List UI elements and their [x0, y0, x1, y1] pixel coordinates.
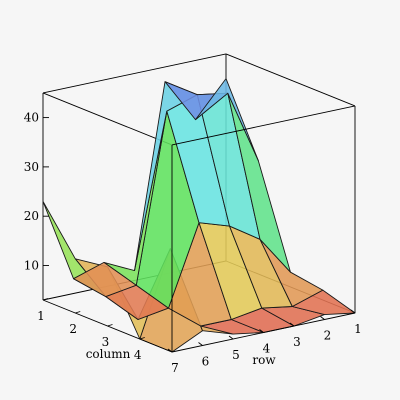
row-tick-mark	[289, 322, 295, 327]
column-axis-title: column	[86, 347, 131, 361]
row-tick-mark	[320, 316, 325, 320]
column-tick-label: 1	[37, 309, 45, 323]
z-tick-label: 40	[24, 111, 39, 125]
row-tick-label: 5	[232, 348, 240, 362]
column-tick-mark	[107, 324, 113, 327]
box-edge	[42, 53, 227, 94]
axis-ticks: 10 20 30 40 1 2 3 4 1 2 3 4 5 6 7	[24, 111, 362, 375]
row-axis-title: row	[252, 353, 276, 367]
row-tick-mark	[228, 335, 234, 340]
row-tick-label: 4	[263, 342, 271, 356]
row-tick-mark	[259, 329, 264, 333]
box-edge	[225, 53, 356, 107]
row-tick-label: 7	[171, 361, 179, 375]
row-tick-mark	[350, 309, 356, 314]
row-tick-mark	[167, 348, 173, 353]
box-edge	[171, 105, 356, 146]
z-tick-label: 10	[24, 258, 39, 272]
row-tick-label: 1	[354, 322, 362, 336]
surface-patch	[195, 78, 259, 162]
z-tick-label: 30	[24, 160, 39, 174]
column-tick-mark	[75, 311, 81, 314]
column-tick-mark	[139, 337, 145, 340]
column-tick-label: 2	[69, 322, 77, 336]
column-tick-label: 3	[102, 335, 110, 349]
row-tick-label: 3	[293, 335, 301, 349]
box-edge	[42, 92, 173, 146]
row-tick-label: 2	[324, 329, 332, 343]
surface-mesh	[42, 78, 356, 353]
column-tick-label: 4	[134, 348, 142, 362]
column-tick-mark	[42, 298, 49, 301]
row-tick-mark	[198, 342, 203, 346]
z-tick-label: 20	[24, 209, 39, 223]
row-tick-label: 6	[202, 355, 210, 369]
